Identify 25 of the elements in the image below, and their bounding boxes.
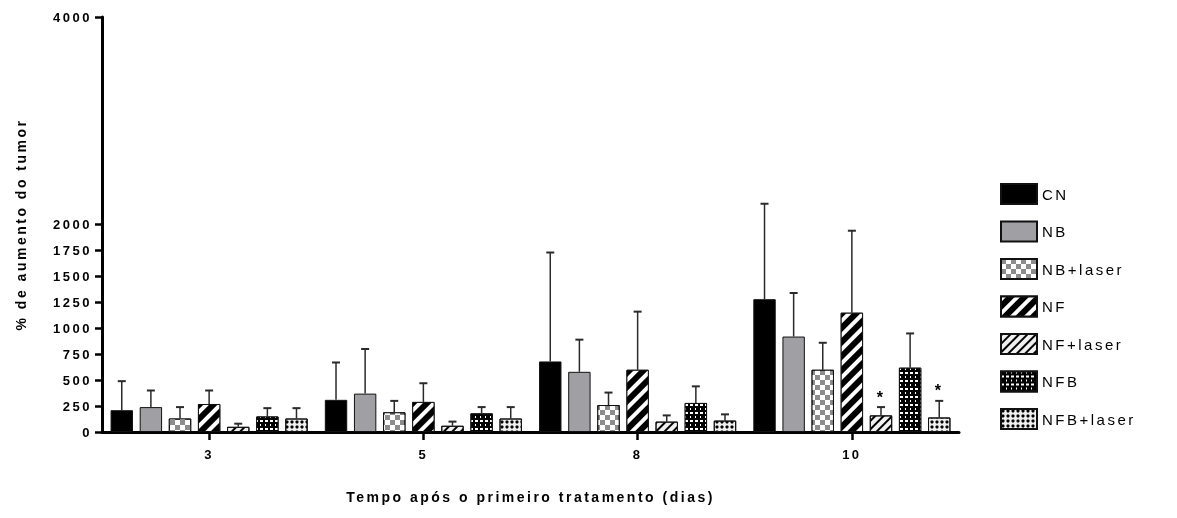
y-axis-title: % de aumento do tumor bbox=[13, 118, 29, 331]
y-tick-label: 2000 bbox=[53, 217, 92, 232]
y-tick-label: 1750 bbox=[53, 242, 92, 258]
legend-label: NB+laser bbox=[1042, 260, 1125, 278]
x-tick-label: 5 bbox=[418, 447, 429, 462]
y-tick-label: 1250 bbox=[53, 294, 92, 310]
y-tick-label: 1500 bbox=[53, 268, 92, 284]
legend-label: NFB+laser bbox=[1042, 410, 1136, 428]
y-tick-label: 500 bbox=[62, 372, 92, 388]
data-label: * bbox=[934, 382, 944, 400]
y-tick-label: 250 bbox=[62, 398, 92, 414]
x-tick-label: 3 bbox=[204, 447, 214, 462]
legend-label: NFB bbox=[1042, 373, 1080, 390]
legend-label: NF+laser bbox=[1042, 335, 1124, 353]
y-tick-label: 4000 bbox=[53, 9, 92, 25]
y-tick-label: 750 bbox=[62, 346, 92, 362]
data-label: * bbox=[876, 388, 886, 406]
y-tick-label: 0 bbox=[82, 424, 92, 440]
legend-label: NB bbox=[1042, 223, 1068, 240]
x-axis-title: Tempo após o primeiro tratamento (dias) bbox=[346, 489, 715, 505]
legend-label: NF bbox=[1042, 298, 1067, 315]
x-tick-label: 8 bbox=[632, 447, 643, 462]
legend-label: CN bbox=[1042, 185, 1069, 203]
x-tick-label: 10 bbox=[842, 447, 862, 462]
y-tick-label: 1000 bbox=[53, 320, 92, 336]
